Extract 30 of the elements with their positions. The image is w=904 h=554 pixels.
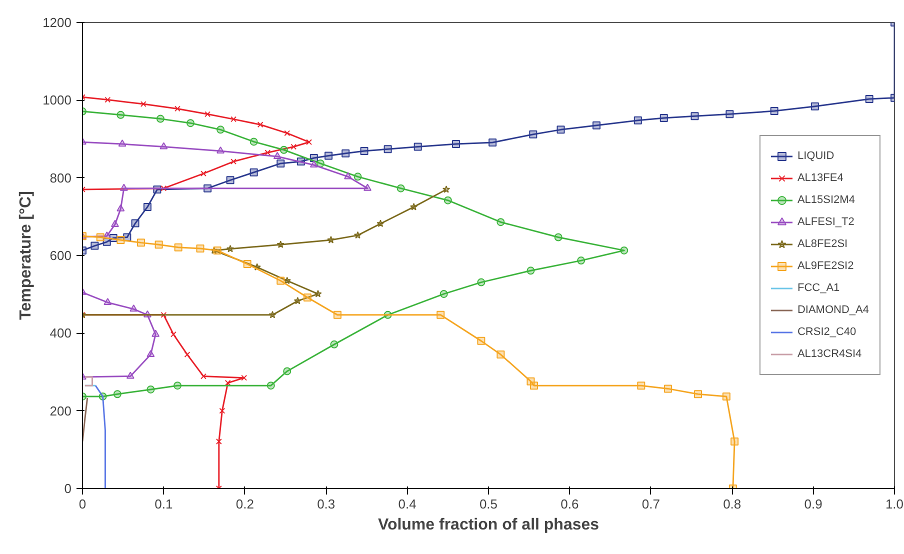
legend-label: AL15SI2M4 — [797, 194, 855, 206]
y-tick-label: 0 — [64, 481, 72, 496]
legend-label: FCC_A1 — [797, 282, 840, 294]
y-tick-label: 1000 — [42, 92, 72, 108]
legend-label: AL13CR4SI4 — [797, 348, 862, 360]
x-tick-label: 0.2 — [236, 496, 254, 512]
x-tick-label: 0.8 — [723, 496, 742, 512]
y-tick-label: 1200 — [42, 15, 72, 30]
legend-label: AL9FE2SI2 — [797, 260, 854, 272]
x-tick-label: 0.7 — [642, 496, 660, 512]
y-tick-label: 400 — [50, 326, 72, 341]
y-tick-label: 800 — [50, 170, 72, 186]
y-tick-label: 200 — [50, 403, 72, 418]
x-tick-label: 0.4 — [398, 496, 416, 512]
legend-label: CRSI2_C40 — [797, 326, 856, 338]
x-tick-label: 0 — [78, 496, 86, 512]
legend-label: DIAMOND_A4 — [797, 304, 869, 316]
legend-label: AL13FE4 — [797, 172, 844, 184]
legend-label: ALFESI_T2 — [797, 216, 854, 228]
x-tick-label: 0.5 — [479, 496, 498, 512]
x-tick-label: 0.1 — [154, 496, 173, 512]
y-tick-label: 600 — [50, 248, 72, 263]
x-tick-label: 1.0 — [885, 496, 904, 512]
legend-label: AL8FE2SI — [797, 238, 848, 250]
x-tick-label: 0.3 — [317, 496, 336, 512]
x-axis-title: Volume fraction of all phases — [378, 516, 600, 534]
legend-label: LIQUID — [797, 150, 834, 162]
x-tick-label: 0.9 — [804, 496, 822, 512]
x-tick-label: 0.6 — [560, 496, 579, 512]
y-axis-title: Temperature [°C] — [18, 191, 35, 320]
